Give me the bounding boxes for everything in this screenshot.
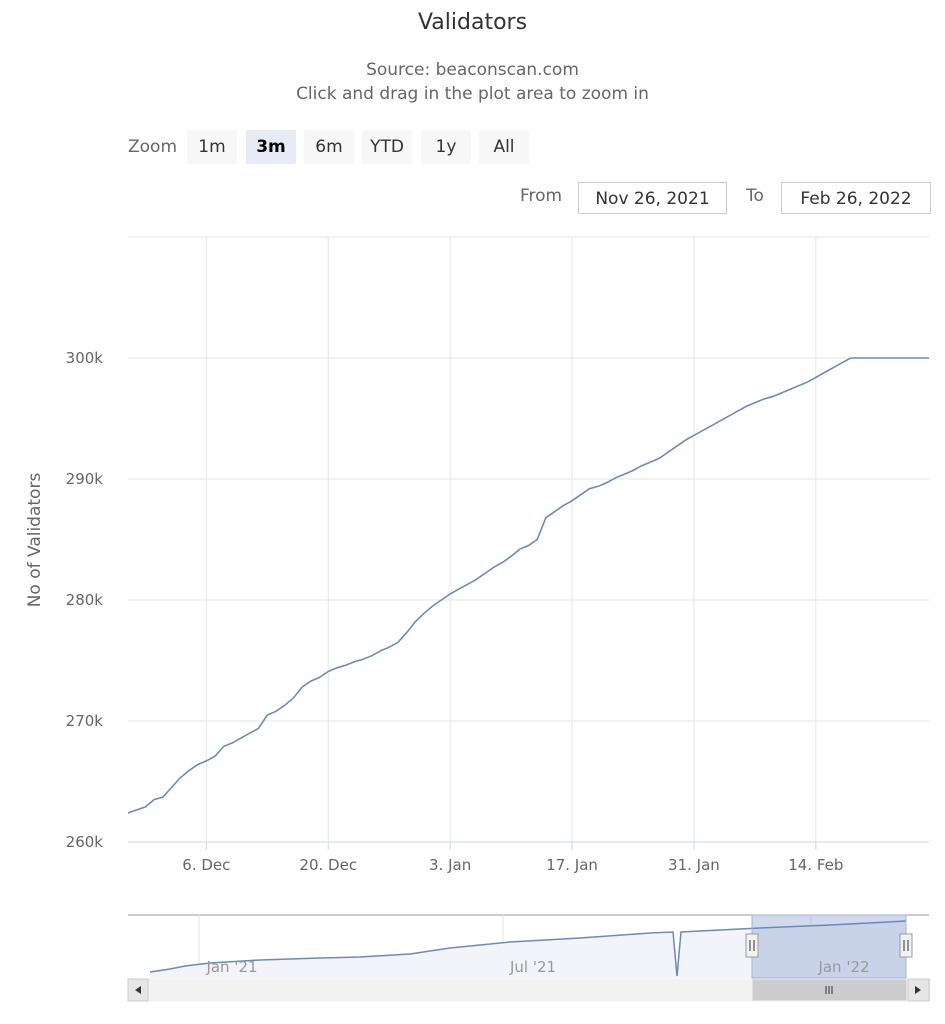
zoom-label: Zoom bbox=[128, 137, 178, 157]
x-tick-label: 17. Jan bbox=[546, 856, 598, 874]
x-tick-label: 6. Dec bbox=[182, 856, 230, 874]
x-tick-label: 3. Jan bbox=[429, 856, 471, 874]
navigator-selected-range[interactable] bbox=[751, 914, 907, 979]
y-tick-label: 300k bbox=[66, 349, 104, 367]
scroll-left-arrow-icon bbox=[135, 986, 141, 994]
scrollbar[interactable] bbox=[127, 978, 931, 1002]
from-date-input[interactable]: Nov 26, 2021 bbox=[578, 182, 727, 214]
x-tick-label: 20. Dec bbox=[299, 856, 357, 874]
zoom-1m-button[interactable]: 1m bbox=[187, 130, 237, 164]
y-tick-label: 270k bbox=[66, 712, 104, 730]
zoom-all-button[interactable]: All bbox=[479, 130, 529, 164]
scroll-right-arrow-icon bbox=[915, 986, 921, 994]
zoom-3m-button[interactable]: 3m bbox=[246, 130, 296, 164]
navigator-tick-label: Jan '22 bbox=[817, 958, 869, 976]
to-label: To bbox=[746, 186, 764, 206]
from-label: From bbox=[520, 186, 563, 206]
navigator-series-line bbox=[149, 920, 907, 977]
navigator-right-handle[interactable] bbox=[899, 933, 913, 958]
zoom-1y-button[interactable]: 1y bbox=[421, 130, 471, 164]
chart-source: Source: beaconscan.com bbox=[366, 60, 579, 80]
navigator: Jan '21 Jul '21 Jan '22 bbox=[128, 914, 929, 979]
x-tick-label: 31. Jan bbox=[668, 856, 720, 874]
navigator-tick-label: Jan '21 bbox=[205, 958, 257, 976]
validators-series-line[interactable] bbox=[127, 357, 929, 814]
chart-title: Validators bbox=[417, 10, 528, 35]
to-date-input[interactable]: Feb 26, 2022 bbox=[781, 182, 931, 214]
y-tick-label: 290k bbox=[66, 470, 104, 488]
chart-hint: Click and drag in the plot area to zoom … bbox=[296, 84, 649, 104]
x-tick-label: 14. Feb bbox=[788, 856, 843, 874]
y-axis-title: No of Validators bbox=[25, 473, 45, 608]
navigator-series-area bbox=[150, 921, 906, 978]
navigator-left-handle[interactable] bbox=[745, 933, 759, 958]
y-tick-label: 260k bbox=[66, 833, 104, 851]
navigator-tick-label: Jul '21 bbox=[509, 958, 556, 976]
zoom-ytd-button[interactable]: YTD bbox=[362, 130, 412, 164]
zoom-6m-button[interactable]: 6m bbox=[304, 130, 354, 164]
y-tick-label: 280k bbox=[66, 591, 104, 609]
